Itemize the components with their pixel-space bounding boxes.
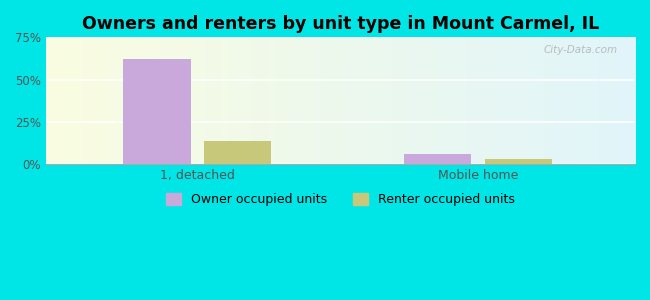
Text: City-Data.com: City-Data.com: [543, 45, 618, 55]
Bar: [404, 154, 471, 164]
Title: Owners and renters by unit type in Mount Carmel, IL: Owners and renters by unit type in Mount…: [82, 15, 599, 33]
Bar: [485, 159, 552, 164]
Legend: Owner occupied units, Renter occupied units: Owner occupied units, Renter occupied un…: [161, 188, 519, 211]
Bar: [204, 140, 272, 164]
Bar: [124, 59, 190, 164]
